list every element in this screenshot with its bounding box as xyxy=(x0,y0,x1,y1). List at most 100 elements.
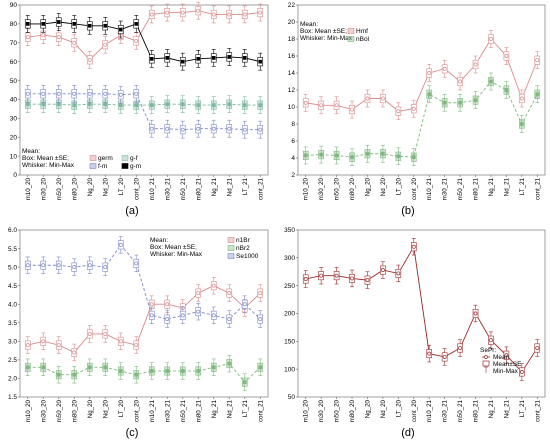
data-point xyxy=(87,57,92,62)
data-point xyxy=(165,317,170,322)
data-point xyxy=(180,102,185,107)
data-point xyxy=(103,331,108,336)
data-point xyxy=(165,302,170,307)
x-tick-label: cont_20 xyxy=(133,177,140,200)
x-tick-label: Nd_20 xyxy=(380,177,387,196)
data-point xyxy=(118,103,123,107)
legend-entry: germ xyxy=(98,155,113,162)
series-line xyxy=(27,363,261,383)
y-tick-label: 100 xyxy=(284,366,295,373)
x-tick-label: m50_21 xyxy=(457,399,464,422)
x-tick-label: Nd_21 xyxy=(226,399,233,418)
y-tick-label: 14 xyxy=(288,70,296,77)
data-point xyxy=(519,96,524,101)
series-line xyxy=(27,244,261,320)
data-point xyxy=(56,372,61,377)
y-tick-label: 50 xyxy=(288,394,296,401)
x-tick-label: m30_21 xyxy=(164,177,171,200)
data-point xyxy=(72,40,77,45)
x-tick-label: m30_20 xyxy=(318,177,325,200)
data-point xyxy=(242,56,247,60)
data-point xyxy=(87,91,92,96)
data-point xyxy=(211,313,216,318)
x-tick-label: m80_21 xyxy=(473,399,480,422)
legend-header-line: Box: Mean ±SE; xyxy=(22,155,69,162)
data-point xyxy=(72,265,77,270)
panel-label-a: (a) xyxy=(125,205,138,217)
x-tick-label: Ng_21 xyxy=(488,177,495,196)
legend-entry: Hmf xyxy=(356,28,368,35)
data-point xyxy=(227,55,232,59)
data-point xyxy=(258,317,263,322)
series-hmf xyxy=(302,30,541,121)
y-tick-label: 70 xyxy=(10,40,18,47)
legend-entry: Mean xyxy=(493,354,510,361)
data-point xyxy=(411,244,416,249)
series-n1br xyxy=(24,277,264,362)
x-tick-label: m30_20 xyxy=(40,177,47,200)
x-tick-label: m80_21 xyxy=(195,399,202,422)
series-nbol xyxy=(302,72,541,166)
data-point xyxy=(489,338,493,343)
series-germ xyxy=(24,1,264,69)
data-point xyxy=(103,265,108,270)
x-tick-label: cont_21 xyxy=(257,177,264,200)
y-tick-label: 4.5 xyxy=(8,283,17,290)
x-tick-label: m10_21 xyxy=(149,177,156,200)
data-point xyxy=(535,92,540,97)
data-point xyxy=(258,365,263,370)
chart-panel-4: 50 100 150 200 250 300 350 m10_20 m30_20 m50_20 m8… xyxy=(284,227,546,422)
y-tick-label: 90 xyxy=(10,2,18,9)
data-point xyxy=(87,23,92,28)
x-tick-label: LT_21 xyxy=(242,399,249,417)
x-tick-label: LT_20 xyxy=(118,177,125,195)
data-point xyxy=(41,365,46,370)
series-line xyxy=(305,38,538,112)
y-tick-label: 0 xyxy=(13,172,17,179)
x-tick-label: cont_21 xyxy=(534,399,541,422)
data-point xyxy=(504,353,509,358)
data-point xyxy=(442,354,447,359)
data-point xyxy=(196,291,201,296)
y-tick-label: 20 xyxy=(10,134,18,141)
data-point xyxy=(25,263,30,268)
data-point xyxy=(56,91,61,96)
data-point xyxy=(165,102,170,107)
data-point xyxy=(258,10,263,15)
legend-swatch xyxy=(227,237,235,243)
data-point xyxy=(504,88,509,92)
data-point xyxy=(442,66,447,71)
data-point xyxy=(473,98,478,103)
data-point xyxy=(211,12,216,17)
data-point xyxy=(319,103,324,108)
legend-header-line: Whisker: Min-Max xyxy=(22,162,75,169)
data-point xyxy=(303,277,308,281)
legend-header-line: Mean: xyxy=(300,21,318,28)
data-point xyxy=(242,12,247,17)
data-point xyxy=(258,127,263,132)
x-tick-label: m10_20 xyxy=(25,177,32,200)
data-point xyxy=(211,283,216,288)
data-point xyxy=(227,317,232,322)
data-point xyxy=(149,369,154,373)
y-tick-label: 60 xyxy=(10,59,18,66)
series-line xyxy=(27,10,261,61)
data-point xyxy=(242,380,247,385)
data-point xyxy=(350,276,354,281)
data-point xyxy=(227,291,232,296)
data-point xyxy=(103,42,108,47)
data-point xyxy=(25,91,30,96)
legend-entry: n1Br xyxy=(236,237,251,244)
data-point xyxy=(165,369,170,373)
data-point xyxy=(56,263,61,268)
data-point xyxy=(72,22,77,26)
x-tick-label: Ng_21 xyxy=(211,399,218,418)
data-point xyxy=(56,35,61,40)
y-tick-label: 5.0 xyxy=(8,264,17,271)
y-tick-label: 8 xyxy=(291,121,295,128)
x-tick-label: Ng_20 xyxy=(364,177,371,196)
series-line xyxy=(27,21,261,63)
data-point xyxy=(196,8,201,13)
data-point xyxy=(380,268,385,273)
y-tick-label: 2.5 xyxy=(8,357,17,364)
